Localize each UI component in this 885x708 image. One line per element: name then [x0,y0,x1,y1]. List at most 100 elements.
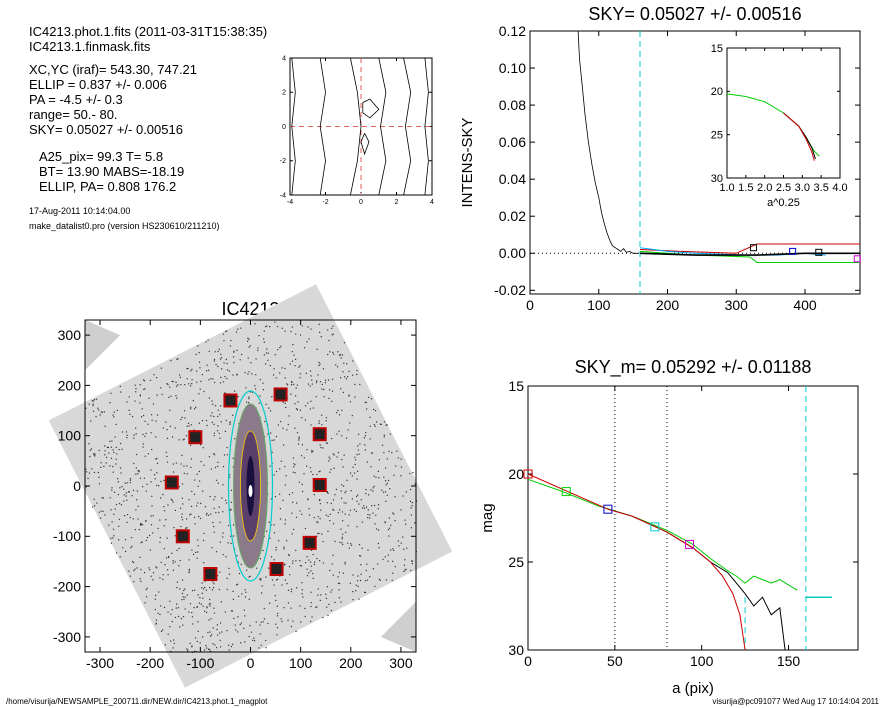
image-noise [134,384,136,386]
image-noise [248,346,250,348]
image-noise [203,390,205,393]
image-noise [136,499,138,501]
image-noise [278,540,280,542]
image-noise [263,330,265,332]
image-noise [209,495,211,498]
image-noise [142,379,145,381]
image-noise [115,552,118,554]
image-noise [178,439,180,441]
image-noise [284,523,286,525]
image-noise [214,351,216,353]
image-noise [181,497,183,499]
image-noise [213,607,215,609]
image-noise [340,490,342,492]
image-noise [119,385,121,387]
image-noise [202,597,204,599]
image-noise [243,627,245,629]
mag-ytick-label: 30 [508,642,524,658]
image-noise [300,455,303,457]
image-noise [230,339,232,342]
image-noise [189,603,192,605]
image-noise [129,516,131,519]
image-noise [97,409,100,411]
image-noise [301,444,304,446]
image-noise [376,528,378,530]
image-noise [217,461,219,464]
image-noise [354,456,356,458]
image-noise [254,384,256,387]
image-noise [223,362,225,364]
image-noise [171,499,173,501]
image-noise [211,421,213,424]
image-noise [359,555,362,557]
image-noise [214,644,216,646]
image-noise [219,632,221,634]
image-noise [133,437,135,439]
sky-xtick-label: 300 [725,297,749,313]
image-noise [108,452,110,454]
image-noise [325,417,328,419]
image-noise [146,536,149,539]
image-noise [212,521,214,524]
image-noise [381,444,384,446]
image-noise [409,500,412,503]
image-noise [284,564,286,566]
image-noise [352,591,354,593]
image-noise [217,482,219,484]
image-noise [216,430,219,432]
image-noise [182,616,185,618]
image-noise [385,579,387,581]
image-noise [189,514,191,516]
image-noise [402,495,404,497]
image-noise [181,483,184,485]
image-noise [207,648,210,650]
image-noise [201,587,203,589]
image-noise [173,526,175,529]
image-noise [400,466,403,468]
image-noise [276,578,279,581]
image-noise [156,457,158,460]
image-noise [201,582,203,584]
image-noise [393,549,395,552]
image-noise [226,330,228,332]
image-noise [306,448,308,451]
image-noise [233,351,235,353]
image-noise [267,359,269,361]
image-noise [239,359,241,361]
image-noise [143,571,146,574]
image-noise [197,539,199,541]
image-noise [213,453,215,455]
image-noise [295,358,297,361]
image-noise [317,588,319,590]
image-noise [404,559,406,561]
contour-ytick-label: 4 [282,55,286,62]
image-noise [349,422,351,424]
image-noise [135,391,137,393]
image-noise [385,484,387,486]
image-noise [217,365,219,368]
image-noise [253,637,255,639]
image-noise [340,497,343,499]
image-noise [154,608,156,611]
image-noise [219,571,221,573]
image-noise [276,615,279,617]
image-noise [93,452,95,455]
image-noise [179,376,181,379]
image-noise [126,482,128,484]
galaxy-outer-ellipse [227,390,274,582]
image-noise [328,603,330,606]
image-noise [188,611,190,613]
image-noise [191,383,193,385]
image-noise [354,383,356,385]
image-noise [197,345,199,347]
image-noise [260,621,262,623]
image-noise [123,488,125,490]
image-noise [317,594,319,596]
image-noise [313,563,315,565]
image-noise [135,388,137,390]
image-noise [347,376,349,378]
image-noise [121,448,123,450]
image-noise [166,437,169,439]
image-noise [224,430,227,432]
inset-series-line [783,112,815,161]
